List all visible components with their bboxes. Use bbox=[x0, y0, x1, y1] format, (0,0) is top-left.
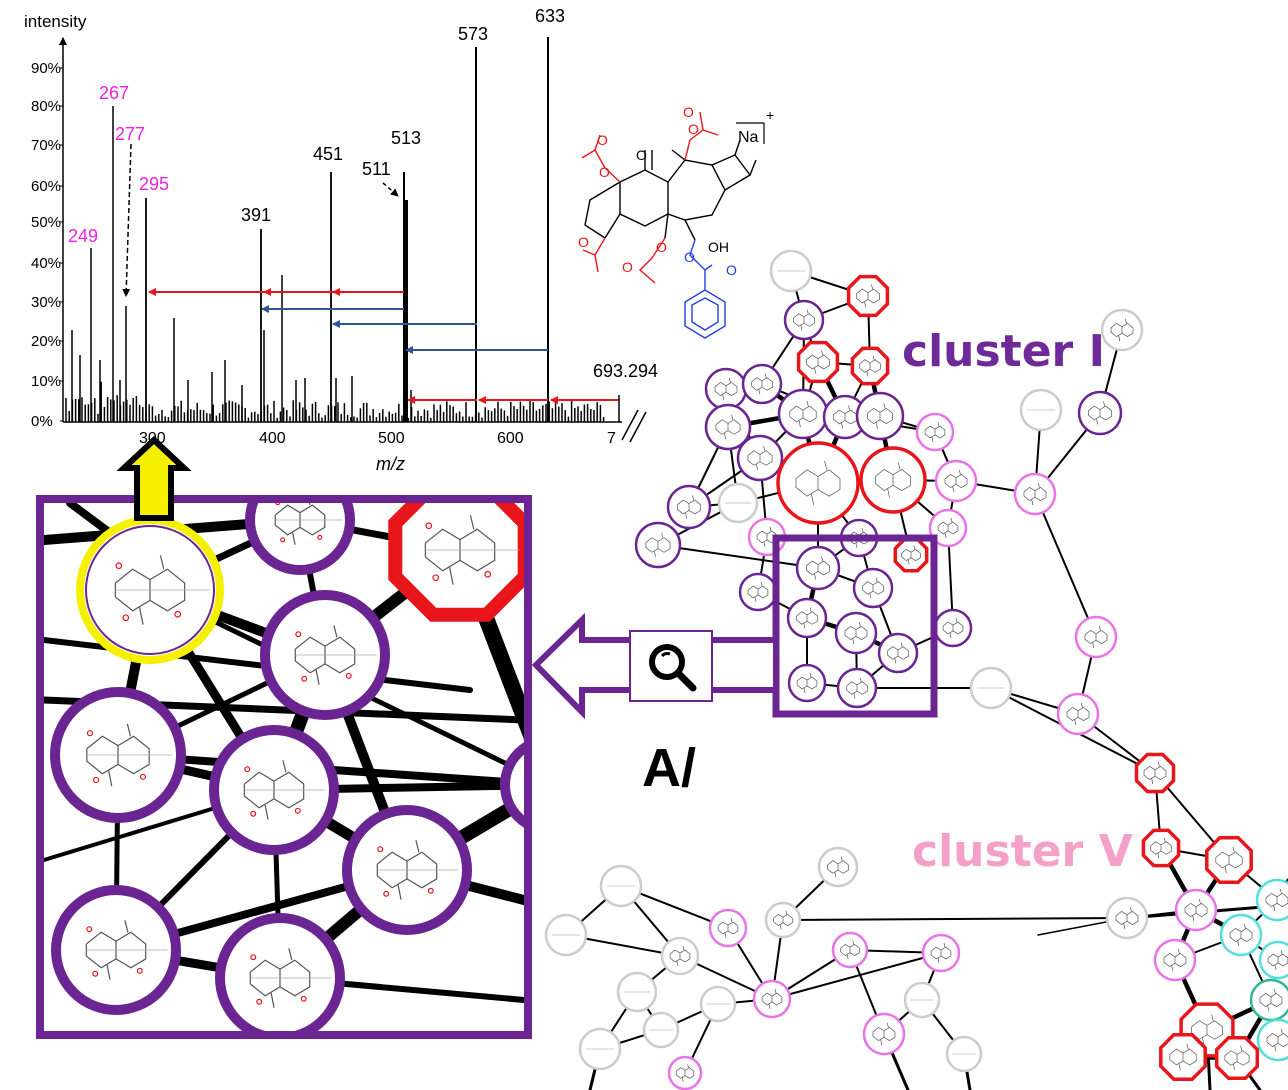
charge-label: + bbox=[766, 107, 774, 123]
y-axis-label: intensity bbox=[24, 12, 87, 31]
x-tick-label: 7 bbox=[607, 430, 616, 447]
y-tick-label: 80% bbox=[31, 98, 61, 115]
svg-text:O: O bbox=[597, 132, 608, 148]
peak-label-249: 249 bbox=[68, 226, 98, 246]
y-tick-label: 0% bbox=[31, 413, 53, 430]
cluster-i-label: cluster I bbox=[902, 326, 1105, 377]
zoom-panel-frame bbox=[36, 495, 532, 1039]
zoom-node-inner-ring bbox=[85, 525, 215, 655]
molecule-structure: O O O O O O O O O O OH Na + bbox=[578, 104, 774, 339]
magnifier-box bbox=[629, 630, 713, 702]
ketone-o-label: O bbox=[636, 147, 647, 163]
y-tick-label: 40% bbox=[31, 255, 61, 272]
svg-text:O: O bbox=[683, 104, 694, 120]
network-nodes bbox=[544, 249, 1288, 1090]
peak-label-451: 451 bbox=[313, 144, 343, 164]
peak-label-513: 513 bbox=[391, 128, 421, 148]
network-edge bbox=[782, 917, 1128, 921]
y-tick-label: 50% bbox=[31, 214, 61, 231]
zoom-panel-content bbox=[44, 503, 524, 1031]
axis-break bbox=[621, 409, 639, 441]
x-axis-label: m/z bbox=[376, 454, 405, 474]
peak-label-633: 633 bbox=[535, 6, 565, 26]
oh-label: OH bbox=[708, 239, 729, 255]
svg-text:O: O bbox=[599, 164, 610, 180]
x-tick-label: 300 bbox=[139, 430, 166, 447]
axis-break bbox=[629, 411, 647, 443]
network-edge bbox=[657, 544, 819, 569]
y-tick-label: 90% bbox=[31, 60, 61, 77]
peak-label-277: 277 bbox=[115, 124, 145, 144]
svg-text:O: O bbox=[578, 234, 589, 250]
network-edge bbox=[1034, 493, 1097, 638]
svg-text:O: O bbox=[684, 249, 695, 265]
zoom-selection-box bbox=[772, 534, 938, 718]
panel-label: A/ bbox=[642, 738, 696, 798]
fragment-arrows bbox=[122, 143, 620, 422]
spectrum-chart: intensity m/z 90%80%70%60%50%40%30%20%10… bbox=[24, 6, 658, 474]
peak-label-267: 267 bbox=[99, 83, 129, 103]
sodium-label: Na bbox=[738, 129, 759, 146]
x-tick-label: 500 bbox=[378, 430, 405, 447]
magnifier-icon bbox=[649, 644, 697, 692]
svg-text:O: O bbox=[688, 121, 699, 137]
cluster-v-label: cluster V bbox=[912, 826, 1133, 877]
y-tick-label: 70% bbox=[31, 137, 61, 154]
y-tick-label: 60% bbox=[31, 178, 61, 195]
peak-label-573: 573 bbox=[458, 24, 488, 44]
network-node bbox=[1258, 940, 1288, 980]
precursor-label: 693.294 bbox=[593, 361, 658, 381]
up-arrow-icon bbox=[116, 435, 192, 521]
zoom-node bbox=[500, 742, 524, 828]
svg-text:O: O bbox=[622, 259, 633, 275]
x-tick-label: 600 bbox=[497, 430, 524, 447]
peak-label-391: 391 bbox=[241, 205, 271, 225]
x-tick-label: 400 bbox=[259, 430, 286, 447]
network-node bbox=[1249, 978, 1288, 1022]
network-node bbox=[1256, 1018, 1288, 1062]
svg-text:O: O bbox=[656, 239, 667, 255]
y-tick-label: 20% bbox=[31, 333, 61, 350]
y-tick-label: 10% bbox=[31, 373, 61, 390]
callout-277 bbox=[122, 143, 132, 297]
y-tick-label: 30% bbox=[31, 294, 61, 311]
svg-text:O: O bbox=[726, 262, 737, 278]
peak-label-295: 295 bbox=[139, 174, 169, 194]
network-edge bbox=[771, 952, 942, 1000]
network-node bbox=[1255, 878, 1288, 922]
peak-label-511: 511 bbox=[362, 159, 391, 179]
callout-511 bbox=[382, 182, 399, 197]
